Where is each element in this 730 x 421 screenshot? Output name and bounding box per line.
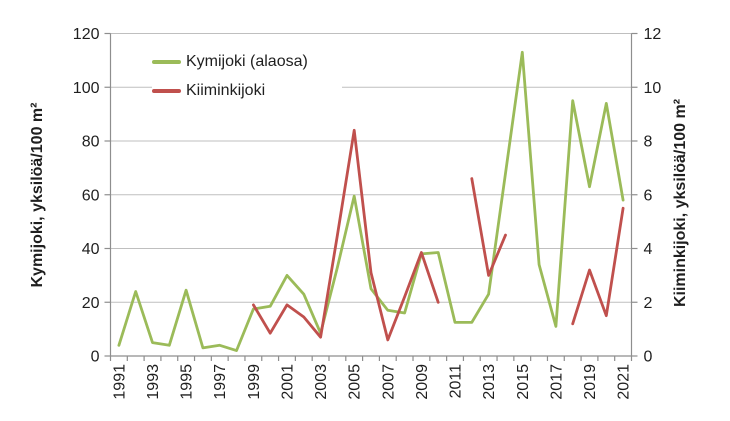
right-axis-tick-label-4: 4 xyxy=(644,241,653,258)
left-axis-tick-label-0: 0 xyxy=(91,349,100,366)
x-tick-label-1995: 1995 xyxy=(179,364,196,400)
legend-label-kymijoki: Kymijoki (alaosa) xyxy=(186,52,308,70)
left-axis-tick-label-100: 100 xyxy=(73,80,100,97)
x-tick-label-2009: 2009 xyxy=(414,364,431,400)
x-tick-label-2013: 2013 xyxy=(481,364,498,400)
left-axis-tick-label-120: 120 xyxy=(73,26,100,43)
right-axis-tick-label-0: 0 xyxy=(644,349,653,366)
x-tick-label-2015: 2015 xyxy=(515,364,532,400)
x-tick-label-1999: 1999 xyxy=(246,364,263,400)
x-tick-label-2021: 2021 xyxy=(616,364,633,400)
legend-label-kiiminkijoki: Kiiminkijoki xyxy=(186,81,266,99)
legend-item-kiiminkijoki: Kiiminkijoki xyxy=(152,76,342,105)
left-axis-tick-label-20: 20 xyxy=(82,295,100,312)
x-tick-label-1991: 1991 xyxy=(111,364,128,400)
legend: Kymijoki (alaosa) Kiiminkijoki xyxy=(152,47,342,105)
x-tick-label-2003: 2003 xyxy=(313,364,330,400)
right-axis-tick-label-6: 6 xyxy=(644,187,653,204)
legend-line-swatch-green xyxy=(152,59,181,64)
x-tick-label-2007: 2007 xyxy=(380,364,397,400)
right-axis-tick-label-12: 12 xyxy=(644,26,662,43)
x-tick-label-2019: 2019 xyxy=(582,364,599,400)
right-axis-tick-label-8: 8 xyxy=(644,134,653,151)
x-tick-label-1997: 1997 xyxy=(212,364,229,400)
legend-item-kymijoki: Kymijoki (alaosa) xyxy=(152,47,342,76)
x-tick-label-2017: 2017 xyxy=(548,364,565,400)
right-axis-tick-label-10: 10 xyxy=(644,80,662,97)
right-axis-tick-label-2: 2 xyxy=(644,295,653,312)
x-tick-label-2011: 2011 xyxy=(448,364,465,399)
left-axis-tick-label-80: 80 xyxy=(82,134,100,151)
left-axis-tick-label-60: 60 xyxy=(82,187,100,204)
legend-line-swatch-red xyxy=(152,88,181,93)
series-line-kiiminkijoki xyxy=(252,128,625,342)
x-tick-label-2001: 2001 xyxy=(279,364,296,400)
series-line-kymijoki xyxy=(117,50,625,352)
left-axis-tick-label-40: 40 xyxy=(82,241,100,258)
x-tick-label-2005: 2005 xyxy=(347,364,364,400)
x-tick-label-1993: 1993 xyxy=(145,364,162,400)
